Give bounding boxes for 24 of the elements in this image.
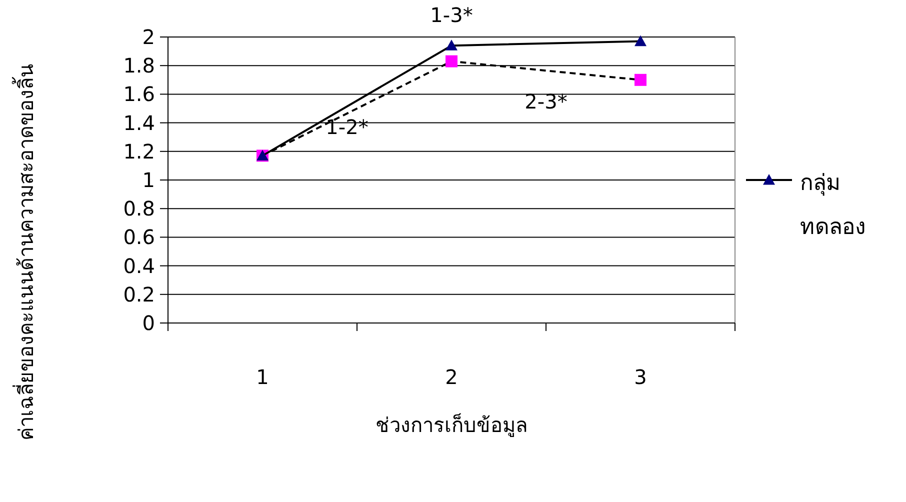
point bbox=[634, 74, 646, 86]
x-tick-label: 1 bbox=[256, 365, 269, 389]
annotation: 1-2* bbox=[326, 115, 368, 140]
y-tick-label: 2 bbox=[142, 25, 155, 49]
y-tick-label: 1.6 bbox=[123, 82, 155, 106]
y-tick-label: 0.6 bbox=[123, 225, 155, 250]
text: 1-3* bbox=[430, 3, 473, 27]
point bbox=[446, 55, 458, 68]
y-axis-title: ค่าเฉลี่ยของคะแนนด้านความสะอาดของลิ้น bbox=[12, 64, 38, 440]
annotation: 2-3* bbox=[524, 90, 568, 114]
point bbox=[634, 35, 646, 46]
y-tick-label: 0.2 bbox=[123, 282, 155, 306]
x-tick-label: 2 bbox=[445, 365, 458, 389]
point bbox=[446, 40, 458, 50]
y-tick-label: 1.8 bbox=[123, 54, 155, 78]
x-axis-title: ช่วงการเก็บข้อมูล bbox=[376, 412, 528, 438]
y-tick-label: 1.2 bbox=[123, 139, 155, 164]
y-tick-label: 1 bbox=[142, 168, 155, 192]
x-tick-label: 3 bbox=[634, 365, 647, 389]
y-tick-label: 0.8 bbox=[123, 196, 155, 221]
y-tick-label: 0 bbox=[142, 311, 155, 335]
y-tick-label: 1.4 bbox=[123, 110, 155, 135]
y-tick-label: 0.4 bbox=[123, 254, 155, 278]
legend-label: กลุ่มทดลอง bbox=[800, 170, 867, 242]
